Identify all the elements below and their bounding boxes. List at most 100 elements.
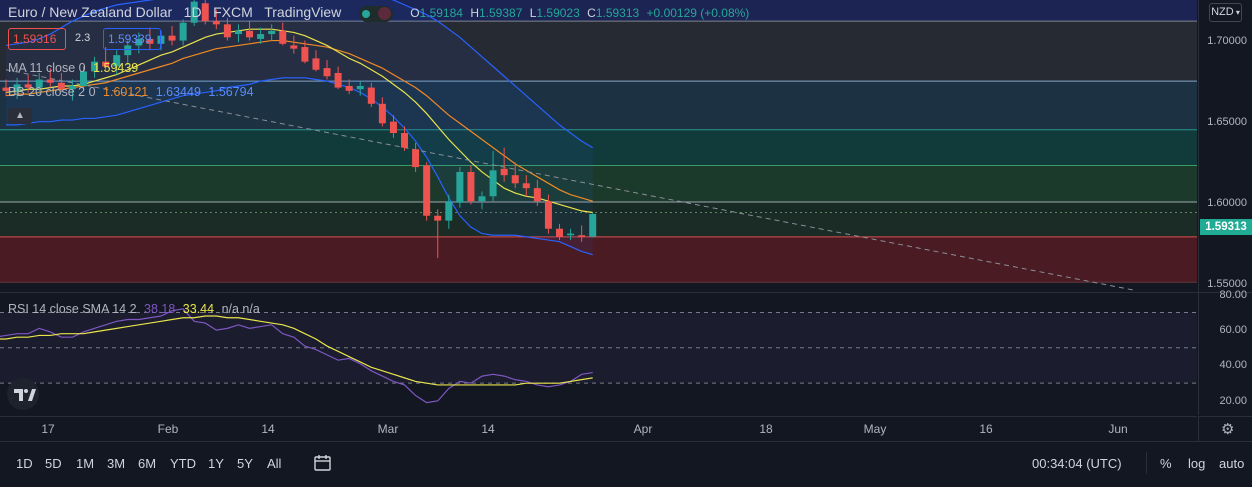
range-button-5y[interactable]: 5Y	[237, 456, 253, 471]
spread-value: 2.3	[75, 32, 91, 44]
candle-body	[135, 38, 143, 46]
exchange-label: FXCM	[213, 4, 253, 20]
candle-body	[168, 35, 176, 41]
candle-body	[2, 87, 10, 91]
candle-body	[456, 171, 464, 203]
rsi-chart-canvas[interactable]	[0, 293, 1197, 415]
log-scale-button[interactable]: log	[1188, 456, 1206, 471]
candle-body	[434, 215, 442, 221]
candle	[445, 194, 453, 229]
range-button-all[interactable]: All	[267, 456, 282, 471]
rsi-sma-line	[0, 315, 593, 386]
low-value: 1.59023	[536, 6, 580, 20]
collapse-legend-button[interactable]: ▲	[8, 108, 32, 124]
candle-body	[412, 149, 420, 168]
bb-legend[interactable]: BB 20 close 2 0 1.60121 1.63449 1.56794	[8, 85, 258, 99]
candle-body	[201, 3, 209, 22]
bollinger-band-fill	[6, 0, 593, 255]
level-band	[0, 236, 1197, 283]
candle	[589, 212, 597, 238]
candle	[201, 0, 209, 25]
level-band	[0, 129, 1197, 166]
candle	[223, 17, 231, 41]
trend-line	[5, 69, 1136, 291]
candle-body	[223, 24, 231, 38]
candle	[467, 165, 475, 205]
candle-body	[567, 233, 575, 236]
range-button-6m[interactable]: 6M	[138, 456, 157, 471]
source-label: TradingView	[264, 4, 342, 20]
date-range-button[interactable]	[312, 453, 334, 473]
range-button-3m[interactable]: 3M	[107, 456, 126, 471]
candle	[522, 175, 530, 197]
rsi-pane[interactable]	[0, 293, 1197, 415]
chart-settings-corner[interactable]: ⚙	[1198, 416, 1252, 441]
market-closed-dot-icon	[377, 6, 391, 20]
candle	[234, 24, 242, 43]
time-tick-label: Jun	[1108, 422, 1128, 436]
range-button-1y[interactable]: 1Y	[208, 456, 224, 471]
candle-body	[367, 87, 375, 104]
chevron-up-icon: ▲	[15, 110, 25, 121]
price-chart-pane[interactable]	[0, 0, 1197, 292]
candle	[578, 225, 586, 242]
candle	[378, 97, 386, 127]
candle	[168, 25, 176, 46]
rsi-tick-label: 80.00	[1219, 288, 1247, 301]
close-value: 1.59313	[595, 6, 640, 20]
rsi-sma-value: 33.44	[182, 302, 215, 316]
utc-clock[interactable]: 00:34:04 (UTC)	[1032, 456, 1122, 471]
sell-button[interactable]: 1.59316	[8, 28, 66, 50]
candle-body	[401, 133, 409, 148]
candle	[511, 162, 519, 189]
ma-label: MA 11 close 0	[8, 61, 86, 75]
candle-body	[13, 84, 21, 91]
gear-icon[interactable]: ⚙	[1221, 421, 1235, 438]
rsi-legend[interactable]: RSI 14 close SMA 14 2 38.18 33.44 n/a n/…	[8, 302, 264, 316]
candle	[323, 60, 331, 80]
price-axis[interactable]: NZD ▾ 1.70000 1.65000 1.60000 1.55000	[1198, 0, 1252, 292]
change-value: +0.00129 (+0.08%)	[646, 6, 750, 20]
buy-button[interactable]: 1.59339	[103, 28, 161, 50]
time-tick-label: 14	[261, 422, 275, 436]
time-tick-label: 16	[979, 422, 993, 436]
auto-scale-button[interactable]: auto	[1219, 456, 1245, 471]
range-button-1d[interactable]: 1D	[16, 456, 33, 471]
ma-legend[interactable]: MA 11 close 0 1.59439	[8, 61, 142, 75]
candle-body	[323, 68, 331, 77]
price-tick-label: 1.65000	[1207, 115, 1247, 128]
tradingview-logo[interactable]	[7, 378, 39, 410]
level-band	[0, 165, 1197, 202]
time-axis[interactable]: 17 Feb 14 Mar 14 Apr 18 May 16 Jun	[0, 416, 1197, 441]
price-tick-label: 1.55000	[1207, 277, 1247, 290]
range-button-1m[interactable]: 1M	[76, 456, 95, 471]
pane-separator[interactable]	[0, 292, 1252, 293]
level-band	[0, 201, 1197, 213]
candle	[146, 27, 154, 51]
candle	[13, 77, 21, 99]
ohlc-values: O1.59184 H1.59387 L1.59023 C1.59313 +0.0…	[410, 6, 750, 20]
interval-label[interactable]: 1D	[183, 4, 202, 20]
price-chart-canvas[interactable]	[0, 0, 1197, 292]
candle-body	[179, 22, 187, 41]
time-tick-label: May	[863, 422, 887, 436]
candle	[312, 50, 320, 72]
level-band	[0, 81, 1197, 130]
candle	[556, 223, 563, 241]
percent-scale-button[interactable]: %	[1160, 456, 1172, 471]
market-status-icon[interactable]	[358, 5, 393, 22]
range-button-5d[interactable]: 5D	[45, 456, 62, 471]
candle	[290, 35, 298, 54]
high-value: 1.59387	[478, 6, 523, 20]
currency-selector[interactable]: NZD ▾	[1209, 3, 1242, 22]
rsi-axis[interactable]: 80.00 60.00 40.00 20.00	[1198, 289, 1252, 415]
candle-body	[467, 171, 475, 202]
candle	[478, 191, 486, 210]
symbol-title[interactable]: Euro / New Zealand Dollar	[8, 4, 173, 20]
calendar-icon	[314, 455, 331, 471]
candle	[24, 74, 32, 93]
candle	[401, 126, 409, 151]
range-button-ytd[interactable]: YTD	[170, 456, 196, 471]
last-price-tag: 1.59313	[1200, 219, 1252, 235]
candle	[113, 50, 121, 75]
